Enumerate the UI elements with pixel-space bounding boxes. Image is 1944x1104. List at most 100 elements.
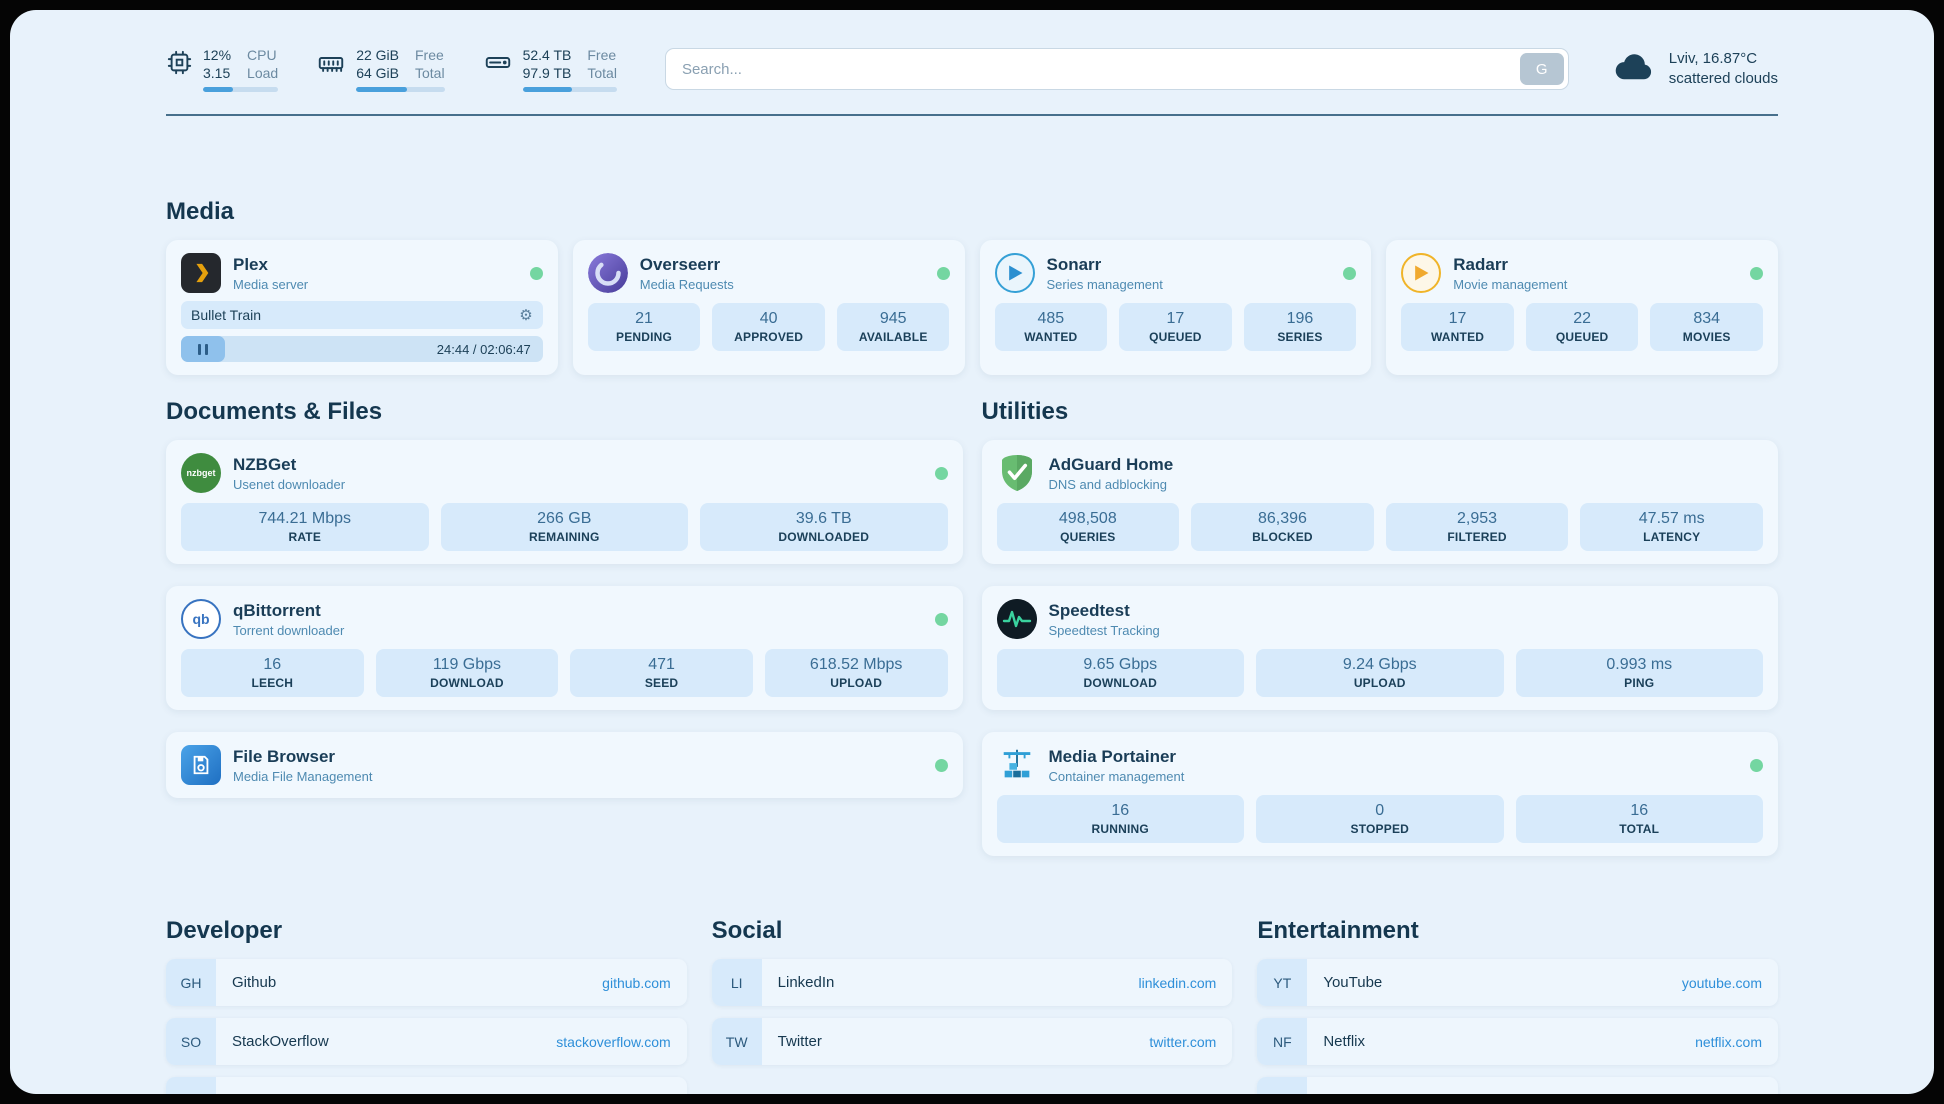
radarr-icon [1401, 253, 1442, 293]
section-heading-utilities: Utilities [981, 398, 1069, 425]
weather-widget: Lviv, 16.87°C scattered clouds [1613, 49, 1778, 89]
stat-filtered: 2,953 FILTERED [1385, 503, 1569, 551]
service-card-adguard[interactable]: AdGuard Home DNS and adblocking 498,508 Q… [981, 440, 1778, 564]
bookmark-netflix[interactable]: NF Netflix netflix.com [1257, 1018, 1778, 1065]
service-title: Speedtest [1048, 600, 1130, 620]
bookmark-url: dev.to [634, 1093, 671, 1095]
service-card-plex[interactable]: Plex Media server Bullet Train ⚙ 24:44 /… [166, 240, 558, 375]
cpu-percent: 12% [203, 47, 232, 63]
stat-available: 945 AVAILABLE [836, 303, 950, 351]
stat-rate: 744.21 Mbps RATE [181, 503, 429, 551]
stat-remaining: 266 GB REMAINING [440, 503, 688, 551]
service-title: AdGuard Home [1048, 454, 1174, 474]
service-subtitle: Media Requests [639, 276, 734, 292]
portainer-icon [997, 745, 1037, 785]
service-title: Sonarr [1046, 254, 1102, 274]
dashboard-panel: 12% 3.15 CPU Load [10, 10, 1934, 1094]
service-subtitle: Movie management [1453, 276, 1568, 292]
service-subtitle: Media File Management [233, 768, 373, 784]
weather-location: Lviv, 16.87°C [1668, 50, 1758, 67]
bookmark-stackoverflow[interactable]: SO StackOverflow stackoverflow.com [166, 1018, 687, 1065]
service-card-nzbget[interactable]: nzbget NZBGet Usenet downloader 744.21 M… [166, 440, 963, 564]
speedtest-icon [996, 599, 1037, 639]
cpu-load-value: 3.15 [203, 65, 231, 81]
section-heading-media: Media [166, 198, 235, 225]
plex-now-playing: Bullet Train ⚙ [181, 301, 543, 329]
service-card-filebrowser[interactable]: File Browser Media File Management [166, 732, 963, 798]
bookmark-url: stackoverflow.com [556, 1033, 671, 1050]
cpu-label: CPU [247, 47, 277, 63]
stat-queries: 498,508 QUERIES [996, 503, 1180, 551]
ram-metric: 22 GiB 64 GiB Free Total [316, 46, 445, 92]
bookmark-name: DEV [232, 1092, 263, 1094]
service-subtitle: Usenet downloader [233, 476, 346, 492]
bookmark-abbr: TW [711, 1018, 762, 1065]
ram-progress-bar [356, 87, 445, 92]
cpu-progress-bar [203, 87, 279, 92]
bookmark-name: Github [232, 974, 277, 991]
topbar: 12% 3.15 CPU Load [166, 46, 1778, 92]
search-engine-button[interactable]: G [1519, 53, 1564, 85]
stat-wanted: 17 WANTED [1401, 303, 1514, 351]
status-dot [1750, 266, 1763, 280]
bookmark-name: LinkedIn [777, 974, 835, 991]
service-card-radarr[interactable]: Radarr Movie management 17 WANTED 22 QUEUE… [1386, 240, 1778, 375]
stat-wanted: 485 WANTED [994, 303, 1108, 351]
media-grid: Plex Media server Bullet Train ⚙ 24:44 /… [166, 240, 1778, 375]
disk-metric: 52.4 TB 97.9 TB Free Total [483, 46, 617, 92]
bookmark-name: Netflix [1323, 1033, 1366, 1050]
gear-icon[interactable]: ⚙ [519, 306, 533, 324]
service-subtitle: Container management [1048, 768, 1185, 784]
bookmark-reddit[interactable]: RE Reddit reddit.com [1257, 1077, 1778, 1094]
cloud-icon [1613, 52, 1655, 87]
bookmark-name: YouTube [1323, 974, 1383, 991]
service-title: Plex [233, 254, 268, 274]
header-divider [166, 114, 1778, 116]
ram-total-value: 64 GiB [356, 65, 399, 81]
status-dot [529, 266, 543, 280]
stat-queued: 17 QUEUED [1119, 303, 1232, 351]
bookmark-abbr: RE [1257, 1077, 1308, 1094]
bookmark-url: youtube.com [1681, 974, 1762, 991]
bookmark-abbr: DT [166, 1077, 216, 1094]
bookmark-linkedin[interactable]: LI LinkedIn linkedin.com [711, 959, 1233, 1006]
stat-download: 119 Gbps DOWNLOAD [375, 649, 559, 697]
disk-total-label: Total [587, 65, 617, 81]
bookmark-url: github.com [602, 974, 671, 991]
service-subtitle: Speedtest Tracking [1048, 622, 1160, 638]
bookmark-name: StackOverflow [232, 1033, 329, 1050]
search-bar: G [664, 48, 1569, 90]
disk-free-label: Free [587, 47, 617, 63]
cpu-metric: 12% 3.15 CPU Load [166, 46, 279, 92]
service-subtitle: DNS and adblocking [1048, 476, 1168, 492]
bookmark-url: reddit.com [1697, 1093, 1762, 1095]
bookmark-youtube[interactable]: YT YouTube youtube.com [1257, 959, 1778, 1006]
service-card-sonarr[interactable]: Sonarr Series management 485 WANTED 17 QUE… [979, 240, 1372, 375]
bookmark-dev[interactable]: DT DEV dev.to [166, 1077, 687, 1094]
bookmark-url: netflix.com [1695, 1033, 1762, 1050]
cpu-load-label: Load [247, 65, 279, 81]
stat-upload: 618.52 Mbps UPLOAD [764, 649, 948, 697]
service-card-portainer[interactable]: Media Portainer Container management 16 R… [981, 732, 1778, 856]
service-card-qbittorrent[interactable]: qb qBittorrent Torrent downloader 16 LEEC… [166, 586, 963, 710]
ram-total-label: Total [415, 65, 445, 81]
plex-progress-bar[interactable]: 24:44 / 02:06:47 [181, 336, 543, 362]
status-dot [936, 266, 950, 280]
bookmark-github[interactable]: GH Github github.com [166, 959, 687, 1006]
service-card-overseerr[interactable]: Overseerr Media Requests 21 PENDING 40 APP… [572, 240, 965, 375]
search-input[interactable] [664, 48, 1569, 90]
service-card-speedtest[interactable]: Speedtest Speedtest Tracking 9.65 Gbps DO… [981, 586, 1778, 710]
stat-ping: 0.993 ms PING [1515, 649, 1763, 697]
bookmark-twitter[interactable]: TW Twitter twitter.com [711, 1018, 1233, 1065]
stat-blocked: 86,396 BLOCKED [1191, 503, 1374, 551]
service-title: NZBGet [233, 454, 297, 474]
weather-condition: scattered clouds [1668, 70, 1778, 87]
section-heading-documents: Documents & Files [166, 398, 383, 425]
bookmark-abbr: SO [166, 1018, 216, 1065]
status-dot [934, 758, 948, 772]
stat-stopped: 0 STOPPED [1256, 795, 1504, 843]
stat-movies: 834 MOVIES [1650, 303, 1763, 351]
stat-upload: 9.24 Gbps UPLOAD [1256, 649, 1504, 697]
pause-icon[interactable] [181, 336, 225, 362]
stat-seed: 471 SEED [570, 649, 753, 697]
